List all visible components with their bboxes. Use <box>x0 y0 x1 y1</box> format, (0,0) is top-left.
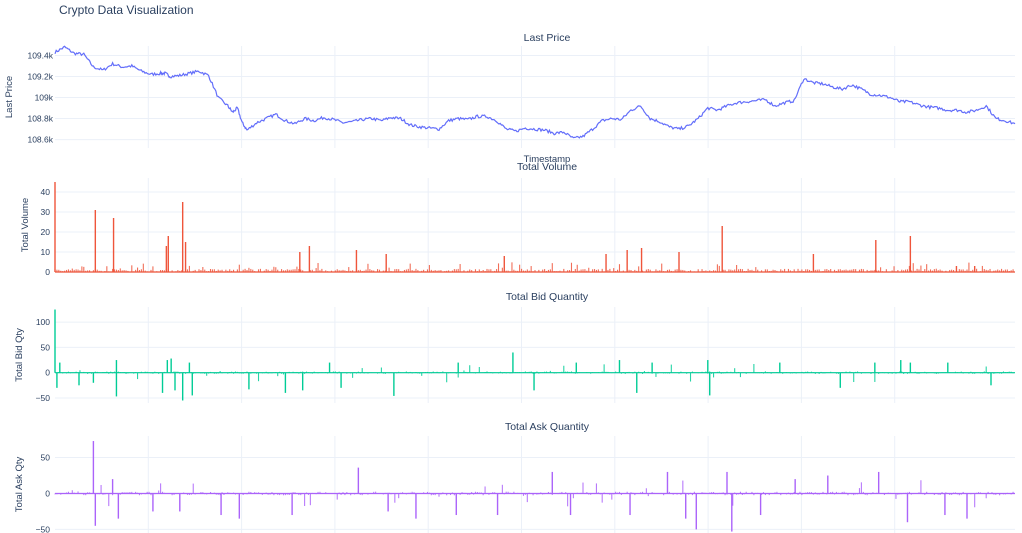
y-tick-label: 0 <box>45 267 50 277</box>
y-axis-title: Total Ask Qty <box>14 457 25 513</box>
y-axis-title: Last Price <box>4 76 15 118</box>
x-axis-title: Timestamp <box>524 154 571 165</box>
y-tick-label: 108.6k <box>27 135 53 145</box>
y-tick-label: 50 <box>41 453 51 463</box>
y-axis-title: Total Bid Qty <box>14 328 25 382</box>
y-axis-title: Total Volume <box>20 198 31 252</box>
subplot-title: Total Volume <box>517 161 577 173</box>
y-tick-label: 20 <box>41 227 51 237</box>
subplot-title: Total Bid Quantity <box>506 291 589 303</box>
y-tick-label: 108.8k <box>27 114 53 124</box>
y-tick-label: 109.2k <box>27 71 53 81</box>
y-tick-label: 109k <box>35 93 54 103</box>
subplot-title: Total Ask Quantity <box>505 421 590 433</box>
y-tick-label: 10 <box>41 247 51 257</box>
chart-title: Crypto Data Visualization <box>59 3 194 17</box>
y-tick-label: 109.4k <box>27 50 53 60</box>
y-tick-label: −50 <box>36 524 51 533</box>
series-line-last-price <box>54 45 1016 139</box>
y-tick-label: 100 <box>36 317 50 327</box>
y-tick-label: 0 <box>45 488 50 498</box>
y-tick-label: −50 <box>36 393 51 403</box>
subplot-title: Last Price <box>524 32 571 44</box>
y-tick-label: 50 <box>41 342 51 352</box>
y-tick-label: 30 <box>41 207 51 217</box>
y-tick-label: 40 <box>41 187 51 197</box>
y-tick-label: 0 <box>45 368 50 378</box>
